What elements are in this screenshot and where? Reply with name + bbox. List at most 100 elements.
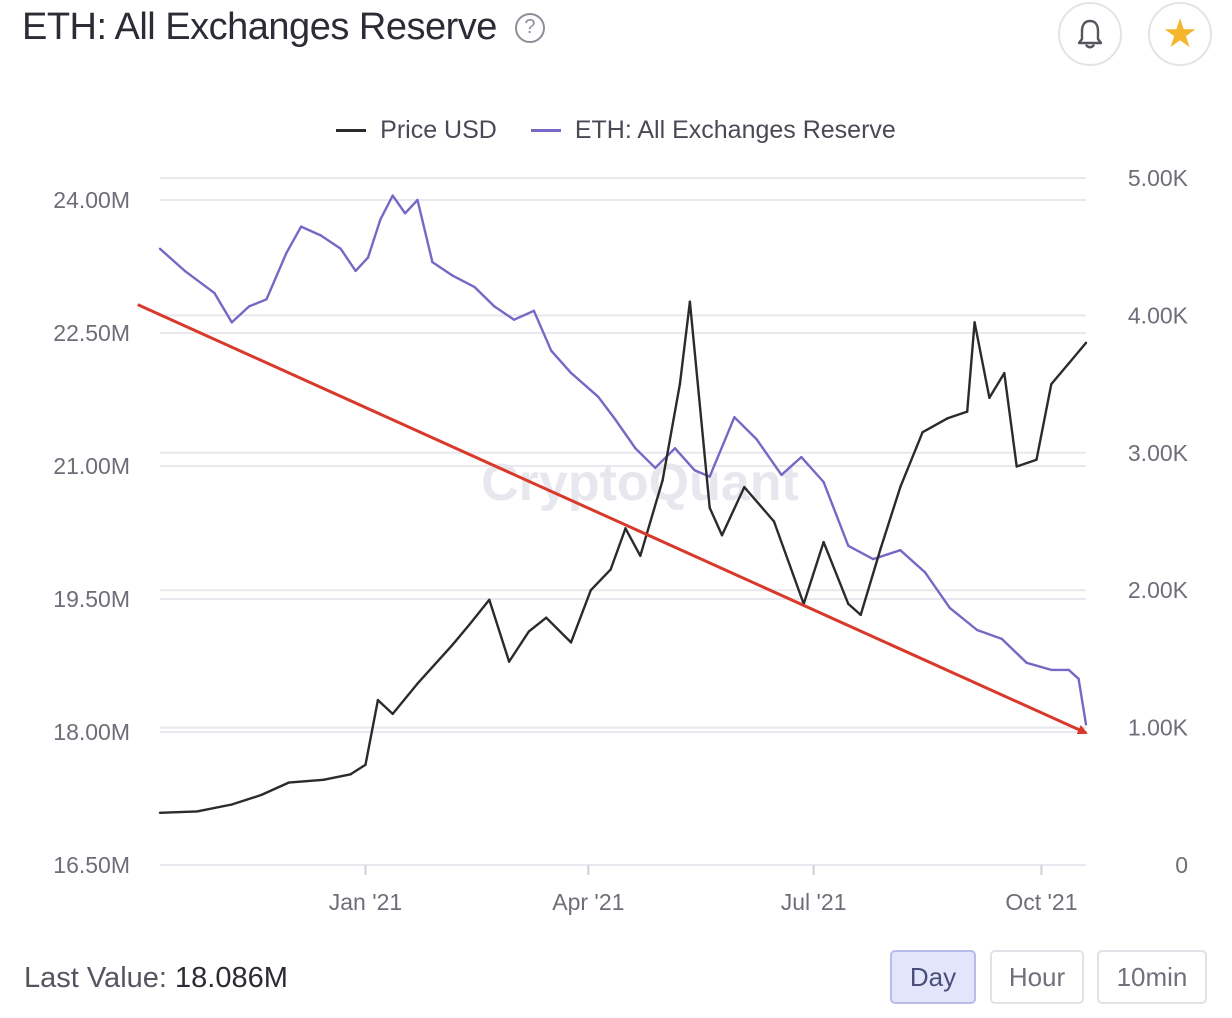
reserve-point bbox=[512, 318, 516, 321]
price-point bbox=[260, 793, 263, 797]
reserve-point bbox=[549, 349, 553, 352]
line-chart[interactable]: CryptoQuant 24.00M 22.50M 21.00M 19.50M 18.0… bbox=[0, 80, 1232, 940]
legend-swatch-price bbox=[336, 129, 367, 132]
price-point bbox=[158, 811, 162, 814]
price-point bbox=[678, 382, 682, 386]
reserve-point bbox=[1084, 723, 1088, 726]
legend-item-price[interactable]: Price USD bbox=[336, 116, 497, 145]
price-point bbox=[468, 623, 471, 626]
y-right-tick-label: 1.00K bbox=[1128, 715, 1189, 741]
reserve-point bbox=[1000, 637, 1004, 641]
reserve-point bbox=[158, 247, 162, 250]
reserve-point bbox=[673, 447, 677, 450]
bell-icon bbox=[1077, 19, 1103, 49]
price-point bbox=[609, 568, 612, 571]
favorite-button[interactable]: ★ bbox=[1148, 2, 1212, 66]
price-point bbox=[322, 778, 325, 782]
reserve-point bbox=[1077, 677, 1080, 680]
price-point bbox=[391, 712, 394, 716]
reserve-point bbox=[285, 252, 288, 255]
reserve-point bbox=[1067, 668, 1070, 672]
x-tick-label: Jan '21 bbox=[329, 889, 402, 915]
reserve-point bbox=[755, 438, 758, 441]
price-point bbox=[488, 598, 491, 602]
reserve-point bbox=[473, 285, 476, 289]
series-line-price bbox=[159, 300, 1087, 814]
range-day-button[interactable]: Day bbox=[890, 950, 976, 1004]
reserve-point bbox=[1050, 668, 1053, 672]
price-point bbox=[416, 682, 419, 685]
price-point bbox=[973, 321, 976, 324]
y-left-tick-label: 22.50M bbox=[53, 320, 130, 346]
reserve-point bbox=[597, 395, 600, 399]
price-point bbox=[545, 616, 548, 619]
price-point bbox=[527, 630, 531, 633]
price-point bbox=[569, 641, 573, 644]
reserve-point bbox=[379, 218, 382, 221]
legend-item-reserve[interactable]: ETH: All Exchanges Reserve bbox=[530, 116, 896, 145]
reserve-point bbox=[780, 473, 783, 477]
y-right-tick-label: 0 bbox=[1175, 852, 1188, 878]
reserve-point bbox=[822, 480, 825, 484]
y-right-tick-label: 5.00K bbox=[1128, 165, 1189, 191]
x-tick-label: Jul '21 bbox=[781, 889, 847, 915]
price-point bbox=[661, 479, 664, 482]
reserve-point bbox=[614, 418, 617, 422]
x-tick-label: Oct '21 bbox=[1005, 889, 1077, 915]
chart-container: Price USD ETH: All Exchanges Reserve Cry… bbox=[0, 80, 1232, 940]
reserve-point bbox=[391, 194, 394, 197]
range-10min-button[interactable]: 10min bbox=[1097, 950, 1207, 1004]
star-icon: ★ bbox=[1162, 12, 1198, 56]
reserve-point bbox=[948, 606, 952, 610]
last-value: Last Value: 18.086M bbox=[24, 962, 288, 995]
reserve-point bbox=[569, 371, 573, 375]
y-left-tick-label: 18.00M bbox=[53, 719, 130, 745]
reserve-point bbox=[923, 571, 927, 574]
price-point bbox=[859, 613, 862, 617]
price-point bbox=[899, 485, 902, 489]
y-left-tick-label: 19.50M bbox=[53, 586, 130, 612]
legend-label-price: Price USD bbox=[380, 116, 497, 144]
reserve-point bbox=[183, 269, 186, 273]
alert-button[interactable] bbox=[1058, 2, 1122, 66]
price-point bbox=[772, 520, 776, 523]
help-icon[interactable]: ? bbox=[514, 12, 545, 43]
price-point bbox=[195, 810, 199, 813]
reserve-point bbox=[339, 247, 342, 250]
series-line-reserve bbox=[159, 194, 1088, 725]
reserve-point bbox=[653, 466, 657, 469]
price-point bbox=[847, 602, 850, 606]
reserve-point bbox=[230, 321, 234, 324]
reserve-point bbox=[450, 274, 454, 277]
price-point bbox=[589, 589, 593, 592]
reserve-point bbox=[733, 416, 736, 419]
price-point bbox=[1067, 362, 1070, 365]
chart-legend: Price USD ETH: All Exchanges Reserve bbox=[0, 116, 1232, 145]
reserve-point bbox=[975, 628, 979, 632]
chart-watermark: CryptoQuant bbox=[481, 454, 799, 512]
price-point bbox=[639, 554, 642, 558]
reserve-point bbox=[871, 557, 875, 561]
page-title: ETH: All Exchanges Reserve bbox=[22, 6, 497, 48]
price-point bbox=[822, 540, 825, 544]
price-point bbox=[988, 396, 991, 400]
price-point bbox=[921, 430, 924, 434]
reserve-point bbox=[899, 549, 902, 552]
price-point bbox=[720, 534, 724, 537]
reserve-point bbox=[1025, 661, 1028, 665]
price-point bbox=[879, 547, 882, 551]
range-hour-button[interactable]: Hour bbox=[990, 950, 1084, 1004]
reserve-point bbox=[708, 475, 711, 478]
price-point bbox=[507, 660, 511, 663]
price-point bbox=[450, 643, 454, 647]
price-point bbox=[230, 803, 234, 806]
price-point bbox=[349, 773, 352, 776]
reserve-point bbox=[319, 234, 323, 237]
reserve-point bbox=[247, 305, 251, 308]
price-point bbox=[743, 485, 746, 489]
chart-header: ETH: All Exchanges Reserve ? bbox=[22, 6, 545, 49]
reserve-point bbox=[403, 212, 407, 215]
reserve-point bbox=[693, 469, 697, 472]
price-point bbox=[688, 300, 692, 303]
price-point bbox=[946, 417, 949, 420]
